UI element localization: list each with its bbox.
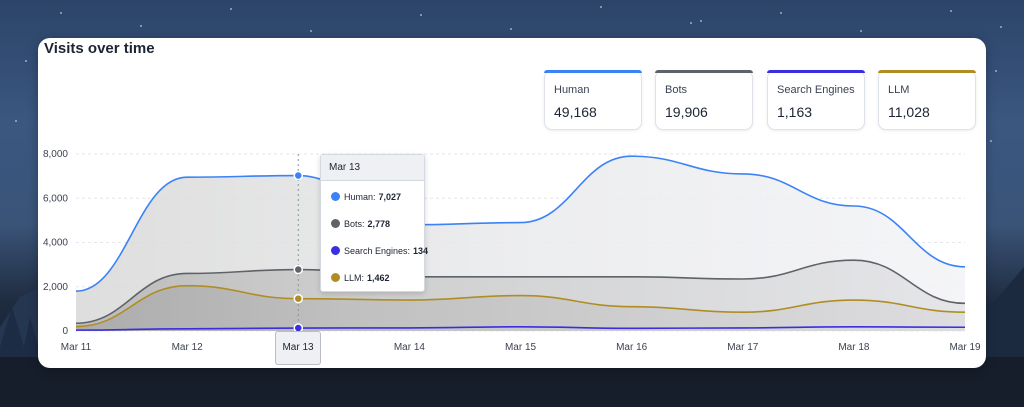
stat-value: 1,163 <box>777 104 813 120</box>
y-tick-label: 6,000 <box>43 193 68 204</box>
tooltip-value: 7,027 <box>378 192 402 202</box>
tooltip-row-search-engines: Search Engines: 134 <box>331 246 428 256</box>
line-bots <box>75 259 966 325</box>
tooltip-label: Human: <box>344 192 376 202</box>
visits-chart[interactable]: 0 2,000 4,000 6,000 8,000 Mar 11 Mar 12 Mar 14 M… <box>38 38 986 368</box>
tooltip-row-bots: Bots: 2,778 <box>331 219 390 229</box>
stat-color-bar <box>544 70 642 73</box>
tooltip-value: 1,462 <box>367 273 390 283</box>
stat-value: 49,168 <box>554 104 597 120</box>
stat-human[interactable]: Human 49,168 <box>544 70 642 130</box>
y-tick-label: 2,000 <box>43 282 68 293</box>
x-tick-label: Mar 12 <box>172 342 204 353</box>
stat-label: Search Engines <box>777 84 855 96</box>
stat-label: Bots <box>665 84 688 96</box>
tooltip-row-llm: LLM: 1,462 <box>331 273 390 283</box>
tooltip-value: 134 <box>413 246 429 256</box>
line-llm <box>75 284 966 328</box>
stat-llm[interactable]: LLM 11,028 <box>878 70 976 130</box>
legend-dot <box>331 192 340 201</box>
x-tick-label: Mar 19 <box>949 342 981 353</box>
stat-color-bar <box>767 70 865 73</box>
chart-tooltip: Mar 13 Human: 7,027 Bots: 2,778 Search Eng… <box>320 154 428 292</box>
stat-color-bar <box>878 70 976 73</box>
legend-dot <box>331 219 340 228</box>
tooltip-label: Search Engines: <box>344 246 411 256</box>
stat-color-bar <box>655 70 753 73</box>
highlighted-x-label: Mar 13 <box>275 331 321 365</box>
stat-bots[interactable]: Bots 19,906 <box>655 70 753 130</box>
x-tick-label: Mar 17 <box>727 342 759 353</box>
x-tick-label: Mar 11 <box>61 342 92 353</box>
tooltip-row-human: Human: 7,027 <box>331 192 401 202</box>
y-tick-label: 4,000 <box>43 238 68 249</box>
line-human <box>75 155 966 292</box>
stat-search-engines[interactable]: Search Engines 1,163 <box>767 70 865 130</box>
tooltip-label: Bots: <box>344 219 365 229</box>
tooltip-label: LLM: <box>344 273 365 283</box>
legend-dot <box>331 273 340 282</box>
x-tick-label: Mar 15 <box>505 342 537 353</box>
x-tick-label: Mar 18 <box>838 342 870 353</box>
line-search-engines <box>75 325 966 331</box>
point-bots <box>293 264 303 275</box>
x-tick-label: Mar 16 <box>616 342 648 353</box>
stat-label: LLM <box>888 84 910 96</box>
point-human <box>293 170 303 181</box>
tooltip-value: 2,778 <box>367 219 391 229</box>
visits-card: Visits over time Human 49,168 Bots 19,90… <box>38 38 986 368</box>
y-tick-label: 0 <box>62 326 68 337</box>
stat-value: 19,906 <box>665 104 708 120</box>
y-tick-label: 8,000 <box>43 149 68 160</box>
tooltip-date: Mar 13 <box>321 155 424 181</box>
stat-value: 11,028 <box>888 104 930 120</box>
x-tick-label: Mar 14 <box>394 342 426 353</box>
card-title: Visits over time <box>44 40 155 57</box>
point-llm <box>293 293 303 304</box>
legend-dot <box>331 246 340 255</box>
stat-label: Human <box>554 84 590 96</box>
